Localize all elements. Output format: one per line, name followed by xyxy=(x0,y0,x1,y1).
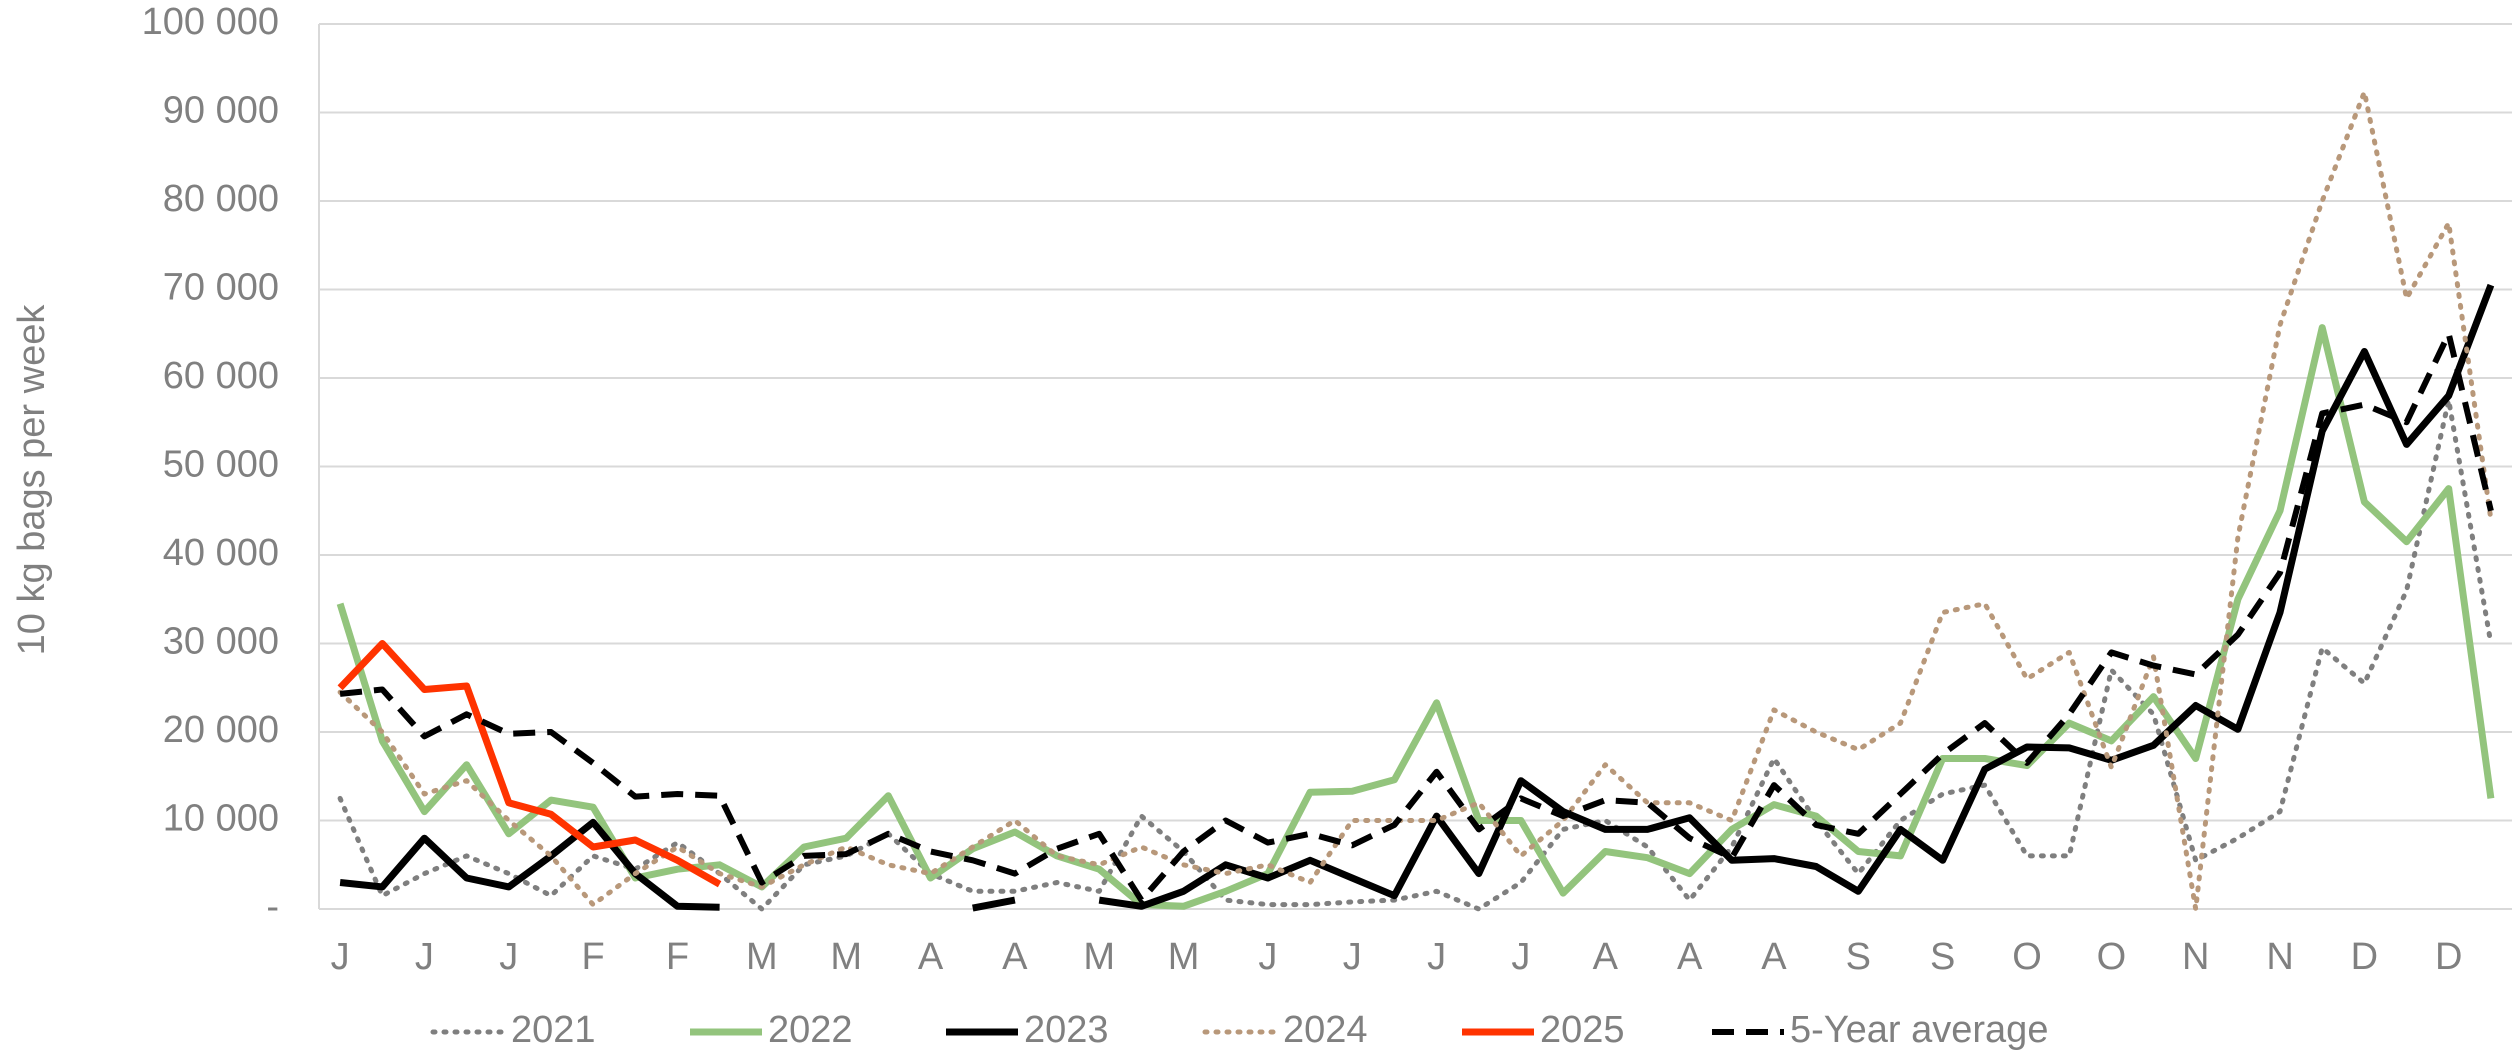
x-tick-label: F xyxy=(666,936,689,978)
x-tick-label: S xyxy=(1930,936,1955,978)
x-tick-label: F xyxy=(582,936,605,978)
y-tick-label: 70 000 xyxy=(163,267,279,309)
series-line xyxy=(337,89,2494,912)
y-tick-label: 50 000 xyxy=(163,444,279,486)
x-tick-label: O xyxy=(2012,936,2042,978)
x-tick-label: M xyxy=(746,936,778,978)
y-tick-label: 40 000 xyxy=(163,532,279,574)
x-tick-label: N xyxy=(2182,936,2209,978)
x-tick-label: O xyxy=(2097,936,2127,978)
x-tick-label: D xyxy=(2435,936,2462,978)
legend-label: 2025 xyxy=(1540,1009,1625,1051)
series-line xyxy=(337,397,2494,912)
x-tick-label: M xyxy=(1168,936,1200,978)
y-tick-label: 20 000 xyxy=(163,709,279,751)
x-tick-label: A xyxy=(1593,936,1619,978)
x-tick-label: J xyxy=(1427,936,1446,978)
x-tick-label: M xyxy=(1083,936,1115,978)
x-tick-label: J xyxy=(1258,936,1277,978)
x-tick-label: M xyxy=(830,936,862,978)
y-tick-label: 60 000 xyxy=(163,355,279,397)
x-tick-label: A xyxy=(1677,936,1703,978)
x-tick-label: J xyxy=(1511,936,1530,978)
x-tick-label: A xyxy=(1761,936,1787,978)
y-tick-label: 10 000 xyxy=(163,798,279,840)
x-tick-label: D xyxy=(2351,936,2378,978)
y-tick-label: 90 000 xyxy=(163,90,279,132)
series-line xyxy=(336,324,2495,910)
x-tick-label: J xyxy=(1343,936,1362,978)
legend-label: 2021 xyxy=(511,1009,596,1051)
y-tick-label: - xyxy=(266,886,279,928)
x-tick-label: J xyxy=(331,936,350,978)
x-tick-label: A xyxy=(1002,936,1028,978)
x-tick-label: J xyxy=(415,936,434,978)
x-tick-label: A xyxy=(918,936,944,978)
x-tick-label: S xyxy=(1846,936,1871,978)
y-axis-label: 10 kg bags per week xyxy=(11,304,53,656)
legend-label: 2022 xyxy=(768,1009,853,1051)
series-line xyxy=(339,283,2495,912)
legend-label: 2023 xyxy=(1024,1009,1109,1051)
y-tick-label: 80 000 xyxy=(163,178,279,220)
x-tick-label: J xyxy=(499,936,518,978)
y-tick-label: 100 000 xyxy=(142,1,279,43)
legend-label: 2024 xyxy=(1283,1009,1368,1051)
legend-label: 5-Year average xyxy=(1790,1009,2048,1051)
y-tick-label: 30 000 xyxy=(163,621,279,663)
series-line xyxy=(337,640,722,888)
x-tick-label: N xyxy=(2266,936,2293,978)
series-line xyxy=(339,330,2494,904)
